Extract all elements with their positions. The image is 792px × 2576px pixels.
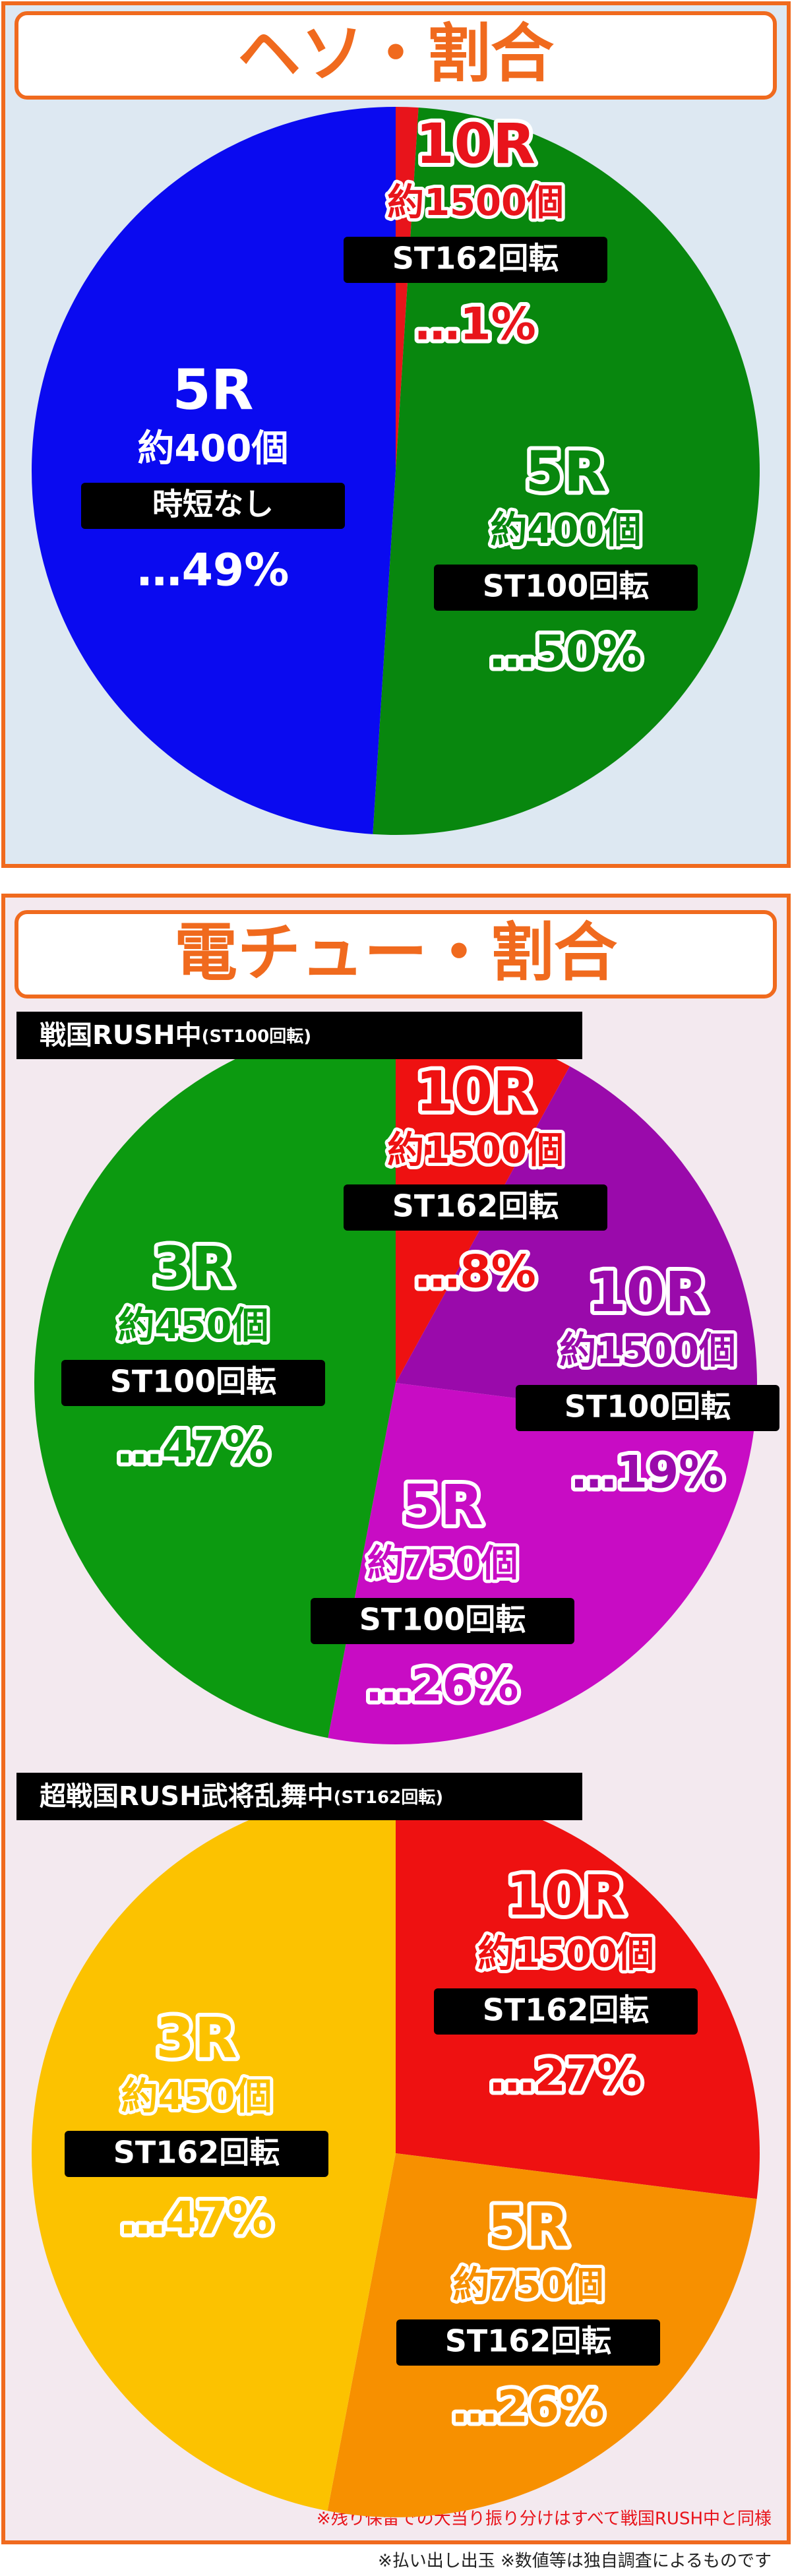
slice-duration: ST162回転	[392, 1188, 559, 1224]
duration-box	[311, 1598, 574, 1644]
slice-duration: 時短なし	[152, 487, 274, 522]
duration-box	[396, 2319, 660, 2366]
subtitle-bar	[16, 1773, 582, 1820]
slice-duration: ST162回転	[483, 1992, 650, 2028]
subtitle-note: (ST162回転)	[334, 1788, 444, 1808]
slice-count: 約750個	[453, 2264, 604, 2307]
slice-count: 約750個	[367, 1543, 518, 1585]
duration-box	[516, 1385, 779, 1431]
slice-count: 約400個	[491, 509, 642, 552]
duration-box	[434, 1988, 698, 2035]
section-title: 電チュー・割合	[174, 915, 617, 989]
duration-box	[344, 237, 607, 283]
slice-duration: ST162回転	[445, 2323, 612, 2359]
slice-round: 3R	[156, 2006, 237, 2070]
slice-round: 10R	[506, 1863, 626, 1928]
slice-duration: ST100回転	[564, 1389, 731, 1425]
value-label: …26%	[452, 2381, 605, 2434]
subtitle-main: 戦国RUSH中	[40, 1020, 202, 1051]
slice-duration: ST100回転	[110, 1364, 277, 1399]
pie-slice	[328, 1383, 754, 1744]
duration-box	[344, 1184, 607, 1231]
value-label: …26%	[367, 1660, 519, 1712]
pie-slice	[396, 107, 419, 471]
slice-round: 5R	[525, 439, 606, 504]
pie-slice	[373, 107, 760, 836]
slice-count: 約450個	[118, 1304, 269, 1347]
value-label: …49%	[137, 545, 289, 597]
subtitle: 超戦国RUSH武将乱舞中(ST162回転)	[40, 1781, 443, 1812]
slice-duration: ST100回転	[483, 568, 650, 604]
footnote: ※払い出し出玉 ※数値等は独自調査によるものです	[378, 2552, 772, 2571]
slice-round: 5R	[487, 2194, 568, 2259]
slice-count: 約1500個	[387, 1129, 564, 1172]
slice-round: 10R	[588, 1260, 708, 1324]
pie-slice	[396, 1066, 757, 1428]
pie-slice	[31, 107, 396, 834]
duration-box	[61, 1360, 325, 1406]
value-label: …27%	[490, 2050, 642, 2102]
title-box	[15, 11, 777, 100]
subtitle-bar	[16, 1012, 582, 1059]
duration-box	[434, 565, 698, 611]
slice-round: 10R	[415, 1059, 535, 1124]
title-box	[15, 910, 777, 998]
value-label: …47%	[121, 2193, 273, 2245]
section-title: ヘソ・割合	[237, 16, 554, 90]
subtitle: 戦国RUSH中(ST100回転)	[40, 1020, 311, 1051]
value-label: …19%	[572, 1447, 724, 1499]
slice-round: 3R	[152, 1235, 233, 1299]
slice-duration: ST162回転	[113, 2135, 280, 2170]
subtitle-note: (ST100回転)	[202, 1027, 312, 1047]
value-label: …50%	[490, 627, 642, 679]
slice-duration: ST100回転	[359, 1602, 526, 1638]
value-label: …47%	[117, 1422, 270, 1474]
slice-count: 約1500個	[477, 1933, 654, 1976]
duration-box	[65, 2131, 328, 2177]
subtitle-main: 超戦国RUSH武将乱舞中	[40, 1781, 334, 1812]
slice-count: 約450個	[121, 2075, 272, 2118]
slice-count: 約1500個	[559, 1330, 736, 1372]
duration-box	[81, 483, 345, 529]
slice-duration: ST162回転	[392, 241, 559, 276]
value-label: …1%	[415, 299, 535, 351]
slice-count: 約1500個	[387, 181, 564, 224]
slice-round: 10R	[415, 111, 535, 176]
slice-round: 5R	[402, 1473, 483, 1537]
value-label: …8%	[415, 1246, 535, 1299]
slice-round: 5R	[172, 357, 253, 422]
slice-count: 約400個	[138, 427, 289, 470]
